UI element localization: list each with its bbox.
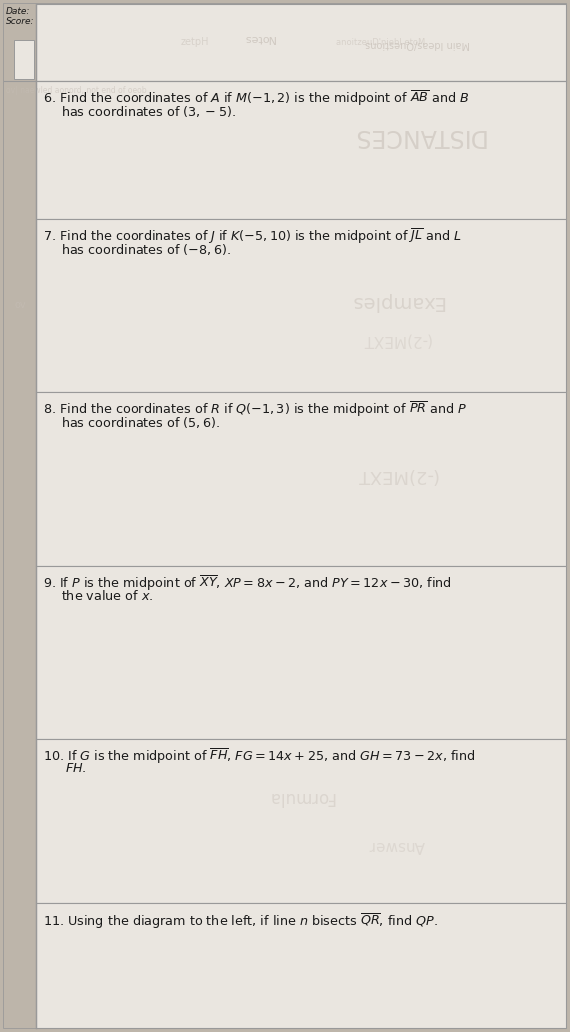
- Text: the value of $x$.: the value of $x$.: [61, 588, 153, 603]
- Text: ov: ov: [14, 300, 26, 311]
- Text: Answer: Answer: [368, 838, 425, 853]
- Text: Main Ideas/Questions: Main Ideas/Questions: [365, 39, 470, 50]
- Text: 6. Find the coordinates of $A$ if $M(-1, 2)$ is the midpoint of $\overline{AB}$ : 6. Find the coordinates of $A$ if $M(-1,…: [43, 89, 470, 108]
- Text: (-2)MEXT: (-2)MEXT: [362, 332, 431, 348]
- Bar: [36, 566, 566, 739]
- Bar: [4, 4, 36, 1028]
- Text: 7. Find the coordinates of $J$ if $K(-5, 10)$ is the midpoint of $\overline{JL}$: 7. Find the coordinates of $J$ if $K(-5,…: [43, 227, 462, 246]
- Bar: [36, 80, 566, 219]
- Bar: [36, 392, 566, 566]
- Text: 11. Using the diagram to the left, if line $n$ bisects $\overline{QR}$, find $QP: 11. Using the diagram to the left, if li…: [43, 911, 438, 931]
- Text: has coordinates of $(3, -5)$.: has coordinates of $(3, -5)$.: [61, 104, 236, 119]
- Text: 8. Find the coordinates of $R$ if $Q(-1, 3)$ is the midpoint of $\overline{PR}$ : 8. Find the coordinates of $R$ if $Q(-1,…: [43, 400, 467, 419]
- Text: (-2)MEXT: (-2)MEXT: [356, 466, 437, 484]
- Text: $FH$.: $FH$.: [65, 762, 87, 775]
- Bar: [36, 4, 566, 80]
- Text: zetpH: zetpH: [181, 37, 209, 47]
- Bar: [36, 903, 566, 1028]
- Text: 10. If $G$ is the midpoint of $\overline{FH}$, $FG = 14x + 25$, and $GH = 73 - 2: 10. If $G$ is the midpoint of $\overline…: [43, 747, 475, 766]
- Text: Formula: Formula: [267, 787, 335, 806]
- Text: Date:: Date:: [6, 7, 30, 17]
- Text: Notes: Notes: [243, 33, 275, 43]
- Bar: [36, 739, 566, 903]
- Text: anoitzeuD'niebl etoM: anoitzeuD'niebl etoM: [336, 38, 425, 46]
- Text: 9. If $P$ is the midpoint of $\overline{XY}$, $XP = 8x - 2$, and $PY = 12x - 30$: 9. If $P$ is the midpoint of $\overline{…: [43, 574, 451, 592]
- Bar: [14, 40, 34, 78]
- Text: DISTANCES: DISTANCES: [351, 124, 484, 148]
- Bar: [36, 219, 566, 392]
- Text: has coordinates of $(-8, 6)$.: has coordinates of $(-8, 6)$.: [61, 241, 231, 257]
- Text: Examples: Examples: [349, 292, 443, 312]
- Text: has coordinates of $(5, 6)$.: has coordinates of $(5, 6)$.: [61, 415, 221, 430]
- Text: Score:: Score:: [6, 17, 35, 26]
- Text: ov| naewled aonord, not end of oeob: ov| naewled aonord, not end of oeob: [6, 86, 146, 95]
